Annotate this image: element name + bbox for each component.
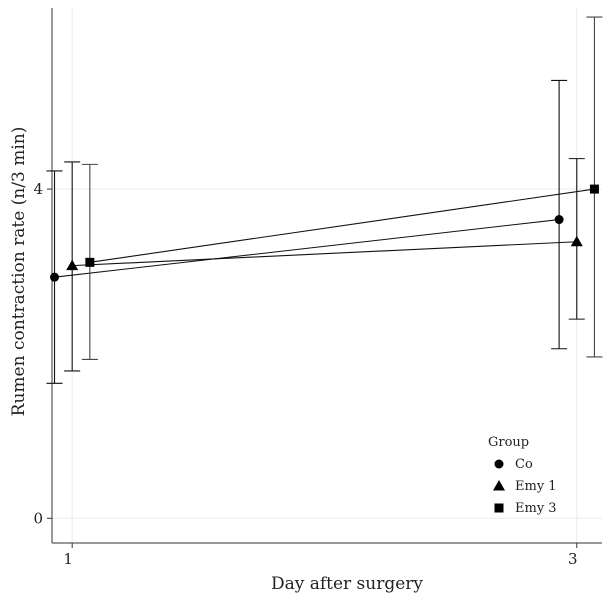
square-marker xyxy=(589,184,599,194)
circle-marker xyxy=(554,215,564,225)
legend-circle-key xyxy=(494,459,504,469)
y-axis-title: Rumen contraction rate (n/3 min) xyxy=(9,127,29,417)
series-emy-3 xyxy=(81,16,603,361)
x-tick-label: 1 xyxy=(63,550,73,568)
series xyxy=(46,16,603,384)
legend-entry-label: Co xyxy=(515,457,533,472)
triangle-marker xyxy=(570,235,583,247)
y-tick-label: 4 xyxy=(33,180,43,198)
series-emy-1 xyxy=(64,158,585,372)
legend-square-key xyxy=(494,503,504,513)
circle-marker xyxy=(50,272,60,282)
series-line xyxy=(89,188,595,263)
legend-entry-label: Emy 1 xyxy=(515,479,557,494)
triangle-marker xyxy=(66,259,79,271)
series-co xyxy=(46,79,568,384)
square-marker xyxy=(85,257,95,267)
legend: Group Co Emy 1 Emy 3 xyxy=(488,435,557,516)
legend-triangle-key xyxy=(493,480,505,491)
x-axis-title: Day after surgery xyxy=(271,574,423,594)
series-line xyxy=(54,218,560,278)
y-tick-label: 0 xyxy=(33,509,43,527)
series-line xyxy=(72,241,577,267)
x-tick-label: 3 xyxy=(568,550,578,568)
legend-title: Group xyxy=(488,435,529,450)
ticks: 0 4 1 3 xyxy=(33,180,577,568)
legend-entry-label: Emy 3 xyxy=(515,501,557,516)
